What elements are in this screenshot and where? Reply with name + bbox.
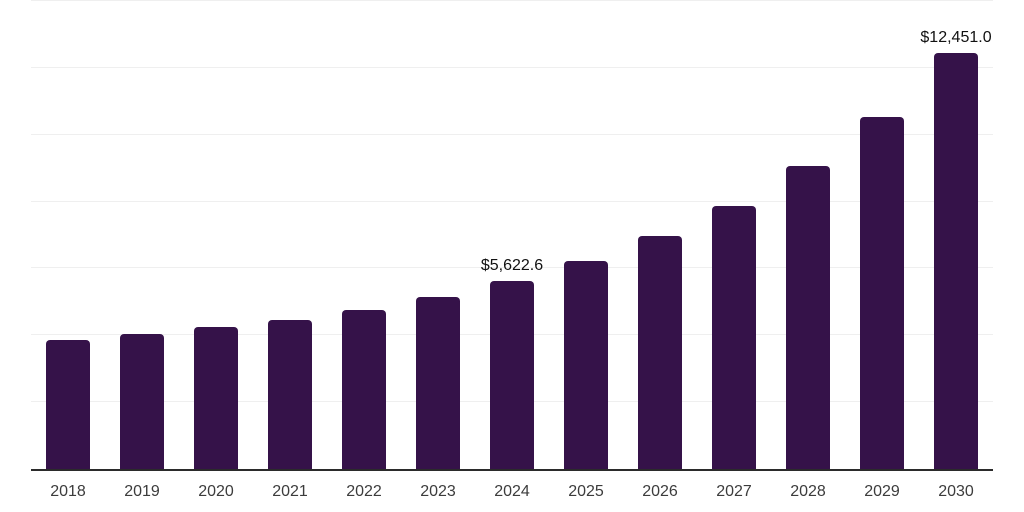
x-tick-label: 2029 [864,482,900,500]
bar-2021 [268,319,312,469]
bar-2028 [786,166,830,469]
bar-column [623,1,697,469]
x-tick-label: 2027 [716,482,752,500]
bar-column [401,1,475,469]
bar-value-label: $12,451.0 [920,28,992,46]
x-tick-label: 2018 [50,482,86,500]
x-tick-label: 2020 [198,482,234,500]
bar-2020 [194,327,238,469]
x-tick-label: 2022 [346,482,382,500]
bar-column [253,1,327,469]
bar-column [771,1,845,469]
x-tick-label: 2030 [938,482,974,500]
bar-2022 [342,310,386,469]
x-tick-label: 2021 [272,482,308,500]
x-tick-label: 2024 [494,482,530,500]
x-tick-label: 2025 [568,482,604,500]
bar-value-label: $5,622.6 [480,257,544,275]
bar-column [179,1,253,469]
bar-2018 [46,340,90,469]
bar-2026 [638,235,682,469]
bar-column [327,1,401,469]
bar-column [105,1,179,469]
bar-2027 [712,206,756,469]
gridline [31,133,993,135]
plot-area: $5,622.6 $12,451.0 [31,0,993,469]
bar-column: $12,451.0 [919,1,993,469]
bar-column [31,1,105,469]
x-tick-label: 2019 [124,482,160,500]
bar-column [549,1,623,469]
gridline [31,200,993,202]
bar-2023 [416,296,460,469]
x-axis-labels: 2018 2019 2020 2021 2022 2023 2024 2025 2026 2027… [31,471,993,512]
x-tick-label: 2026 [642,482,678,500]
x-tick-label: 2023 [420,482,456,500]
bar-2024 [490,281,534,469]
bar-column [845,1,919,469]
bars-container: $5,622.6 $12,451.0 [31,1,993,469]
bar-2029 [860,116,904,469]
gridline [31,0,993,1]
gridline [31,267,993,269]
bar-column: $5,622.6 [475,1,549,469]
bar-2030 [934,52,978,469]
x-axis-line [31,469,993,471]
bar-2019 [120,333,164,469]
bar-2025 [564,260,608,469]
x-tick-label: 2028 [790,482,826,500]
gridline [31,66,993,68]
bar-column [697,1,771,469]
